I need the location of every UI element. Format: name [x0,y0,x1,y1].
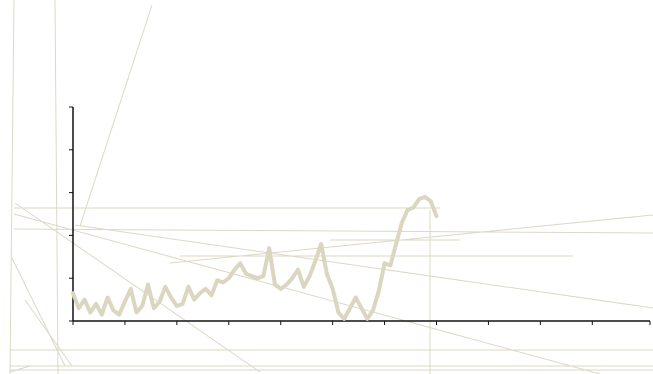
overlay-line [54,0,59,374]
overlay-line [74,224,653,309]
overlay-line [11,257,66,367]
series-line [71,194,439,321]
overlay-line [9,0,15,374]
series-layer [71,194,439,321]
overlay-line [169,214,653,264]
overlay-line [13,228,653,234]
overlay-lines [9,0,653,374]
overlay-line [24,299,73,367]
overlay-line [9,365,31,373]
overlay-line [79,4,153,227]
axes [69,106,651,325]
overlay-line [14,202,261,373]
overlay-line [13,213,601,374]
